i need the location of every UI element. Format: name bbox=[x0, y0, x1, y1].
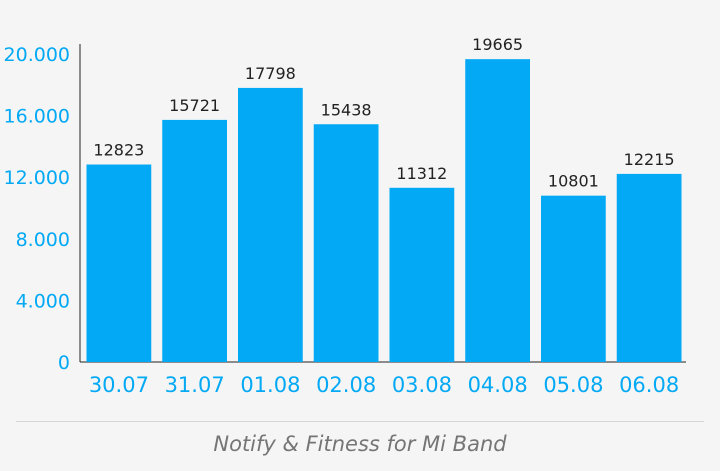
bar-value-label: 17798 bbox=[245, 64, 296, 83]
x-tick-label: 31.07 bbox=[165, 373, 225, 397]
bar bbox=[465, 59, 530, 363]
bar-value-label: 12215 bbox=[624, 150, 675, 169]
y-tick-label: 20.000 bbox=[4, 44, 70, 66]
y-tick-label: 16.000 bbox=[4, 106, 70, 128]
bar-value-label: 19665 bbox=[472, 35, 523, 54]
y-tick-label: 8.000 bbox=[16, 229, 70, 251]
bar-chart-svg: 0 4.000 8.000 12.000 16.000 20.000 12823 30.07 1… bbox=[4, 35, 686, 397]
bar bbox=[238, 87, 303, 362]
x-tick-label: 04.08 bbox=[468, 373, 528, 397]
footer-app-name: Notify & Fitness for Mi Band bbox=[213, 432, 507, 456]
x-tick-label: 06.08 bbox=[619, 373, 679, 397]
bar-value-label: 15438 bbox=[321, 100, 372, 119]
bar-value-label: 15721 bbox=[169, 96, 220, 115]
bar bbox=[541, 195, 606, 362]
y-tick-label: 12.000 bbox=[4, 167, 70, 189]
bar-value-label: 11312 bbox=[396, 164, 447, 183]
x-tick-label: 30.07 bbox=[89, 373, 149, 397]
bar-value-label: 12823 bbox=[93, 141, 144, 160]
y-tick-label: 0 bbox=[58, 352, 70, 374]
bar bbox=[86, 164, 152, 362]
bar bbox=[313, 124, 379, 363]
bar bbox=[162, 119, 227, 362]
y-tick-label: 4.000 bbox=[16, 290, 70, 312]
x-tick-label: 02.08 bbox=[316, 373, 376, 397]
footer-divider bbox=[16, 421, 704, 422]
bar-value-label: 10801 bbox=[548, 172, 599, 191]
x-tick-label: 03.08 bbox=[392, 373, 452, 397]
bar bbox=[389, 187, 455, 362]
x-tick-label: 01.08 bbox=[240, 373, 300, 397]
bar bbox=[616, 173, 682, 362]
x-tick-label: 05.08 bbox=[543, 373, 603, 397]
